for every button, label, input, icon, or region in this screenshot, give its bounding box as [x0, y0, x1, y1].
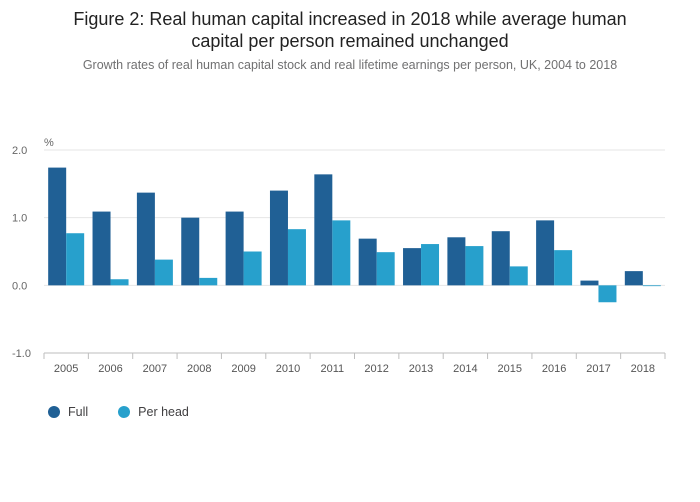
x-tick-label: 2005	[54, 363, 78, 375]
legend-swatch-full	[48, 406, 60, 418]
bar-full	[181, 217, 200, 286]
bar-full	[447, 237, 466, 286]
x-tick-label: 2009	[231, 363, 255, 375]
bar-chart: 2.0 1.0 0.0 -1.0% 2005 2006 2007 2008 2009 2010 20…	[12, 137, 666, 375]
bar-per-head	[66, 233, 85, 286]
x-tick-label: 2014	[453, 363, 477, 375]
bar-per-head	[154, 259, 173, 286]
x-tick-label: 2013	[409, 363, 433, 375]
legend: Full Per head	[48, 405, 219, 419]
x-tick-label: 2010	[276, 363, 300, 375]
legend-item-full[interactable]: Full	[48, 405, 88, 419]
y-unit-label: %	[44, 137, 54, 149]
bar-full	[314, 174, 333, 286]
bar-per-head	[642, 285, 661, 287]
y-tick-label: 2.0	[12, 145, 27, 157]
chart-title-line-1: Figure 2: Real human capital increased i…	[73, 9, 627, 29]
bar-full	[403, 248, 422, 286]
bar-full	[92, 211, 111, 286]
x-tick-label: 2011	[320, 363, 344, 375]
bar-per-head	[465, 246, 484, 286]
bar-per-head	[243, 251, 262, 286]
chart-title: Figure 2: Real human capital increased i…	[0, 8, 700, 52]
x-tick-label: 2006	[98, 363, 122, 375]
x-tick-label: 2018	[631, 363, 655, 375]
x-tick-label: 2015	[498, 363, 522, 375]
chart-title-line-2: capital per person remained unchanged	[191, 31, 509, 51]
bar-full	[225, 211, 244, 286]
bar-per-head	[509, 266, 528, 286]
chart-subtitle: Growth rates of real human capital stock…	[82, 58, 618, 72]
legend-label-full: Full	[68, 405, 89, 419]
bar-per-head	[110, 279, 129, 286]
bar-full	[136, 192, 155, 286]
bar-full	[491, 231, 510, 286]
bar-per-head	[421, 244, 440, 286]
bar-full	[48, 167, 67, 286]
bar-full	[580, 280, 599, 286]
x-tick-label: 2017	[586, 363, 610, 375]
legend-swatch-per-head	[118, 406, 131, 418]
x-tick-label: 2016	[542, 363, 566, 375]
bar-full	[358, 238, 377, 286]
bar-full	[269, 190, 288, 286]
legend-item-per-head[interactable]: Per head	[118, 405, 189, 419]
x-tick-label: 2008	[187, 363, 211, 375]
x-tick-label: 2012	[364, 363, 388, 375]
bar-full	[536, 220, 555, 286]
bar-per-head	[598, 285, 617, 303]
y-tick-label: 0.0	[12, 280, 27, 292]
bar-per-head	[287, 229, 306, 286]
legend-label-per-head: Per head	[138, 405, 189, 419]
bar-per-head	[199, 277, 218, 286]
bar-per-head	[554, 250, 573, 286]
x-tick-label: 2007	[143, 363, 167, 375]
bar-per-head	[376, 252, 395, 286]
y-tick-label: -1.0	[12, 348, 31, 360]
bar-per-head	[332, 220, 351, 286]
y-tick-label: 1.0	[12, 213, 27, 225]
bar-full	[624, 271, 643, 286]
